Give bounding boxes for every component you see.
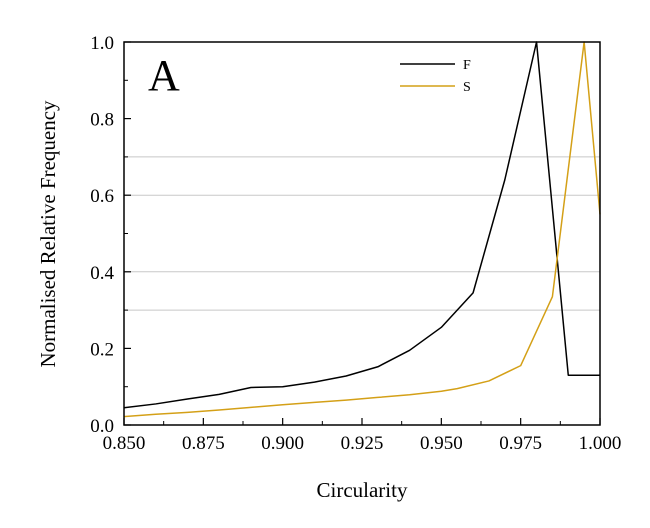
panel-label: A (148, 51, 180, 100)
legend-label-f: F (463, 58, 471, 73)
y-axis-title: Normalised Relative Frequency (36, 100, 60, 368)
x-tick-label: 1.000 (579, 433, 622, 454)
series-lines (123, 41, 601, 418)
plot-area-frame (123, 41, 601, 426)
x-axis: 0.850 0.875 0.900 0.925 0.950 0.975 1.000 (103, 418, 622, 454)
x-tick-label: 0.900 (261, 433, 304, 454)
x-axis-title: Circularity (317, 478, 408, 502)
y-tick-label: 0.2 (90, 339, 114, 360)
y-tick-label: 0.4 (90, 263, 114, 284)
x-tick-label: 0.850 (103, 433, 146, 454)
legend: FS (400, 58, 471, 95)
y-tick-label: 0.0 (90, 416, 114, 437)
y-tick-label: 1.0 (90, 33, 114, 54)
x-tick-label: 0.975 (499, 433, 542, 454)
series-line-s (123, 41, 601, 418)
gridlines (124, 156, 600, 311)
x-tick-label: 0.875 (182, 433, 225, 454)
x-tick-label: 0.925 (341, 433, 384, 454)
legend-label-s: S (463, 80, 471, 95)
y-axis: 0.0 0.2 0.4 0.6 0.8 1.0 (90, 33, 131, 437)
y-tick-label: 0.6 (90, 186, 114, 207)
y-tick-label: 0.8 (90, 110, 114, 131)
x-tick-label: 0.950 (420, 433, 463, 454)
series-line-f (123, 41, 600, 409)
